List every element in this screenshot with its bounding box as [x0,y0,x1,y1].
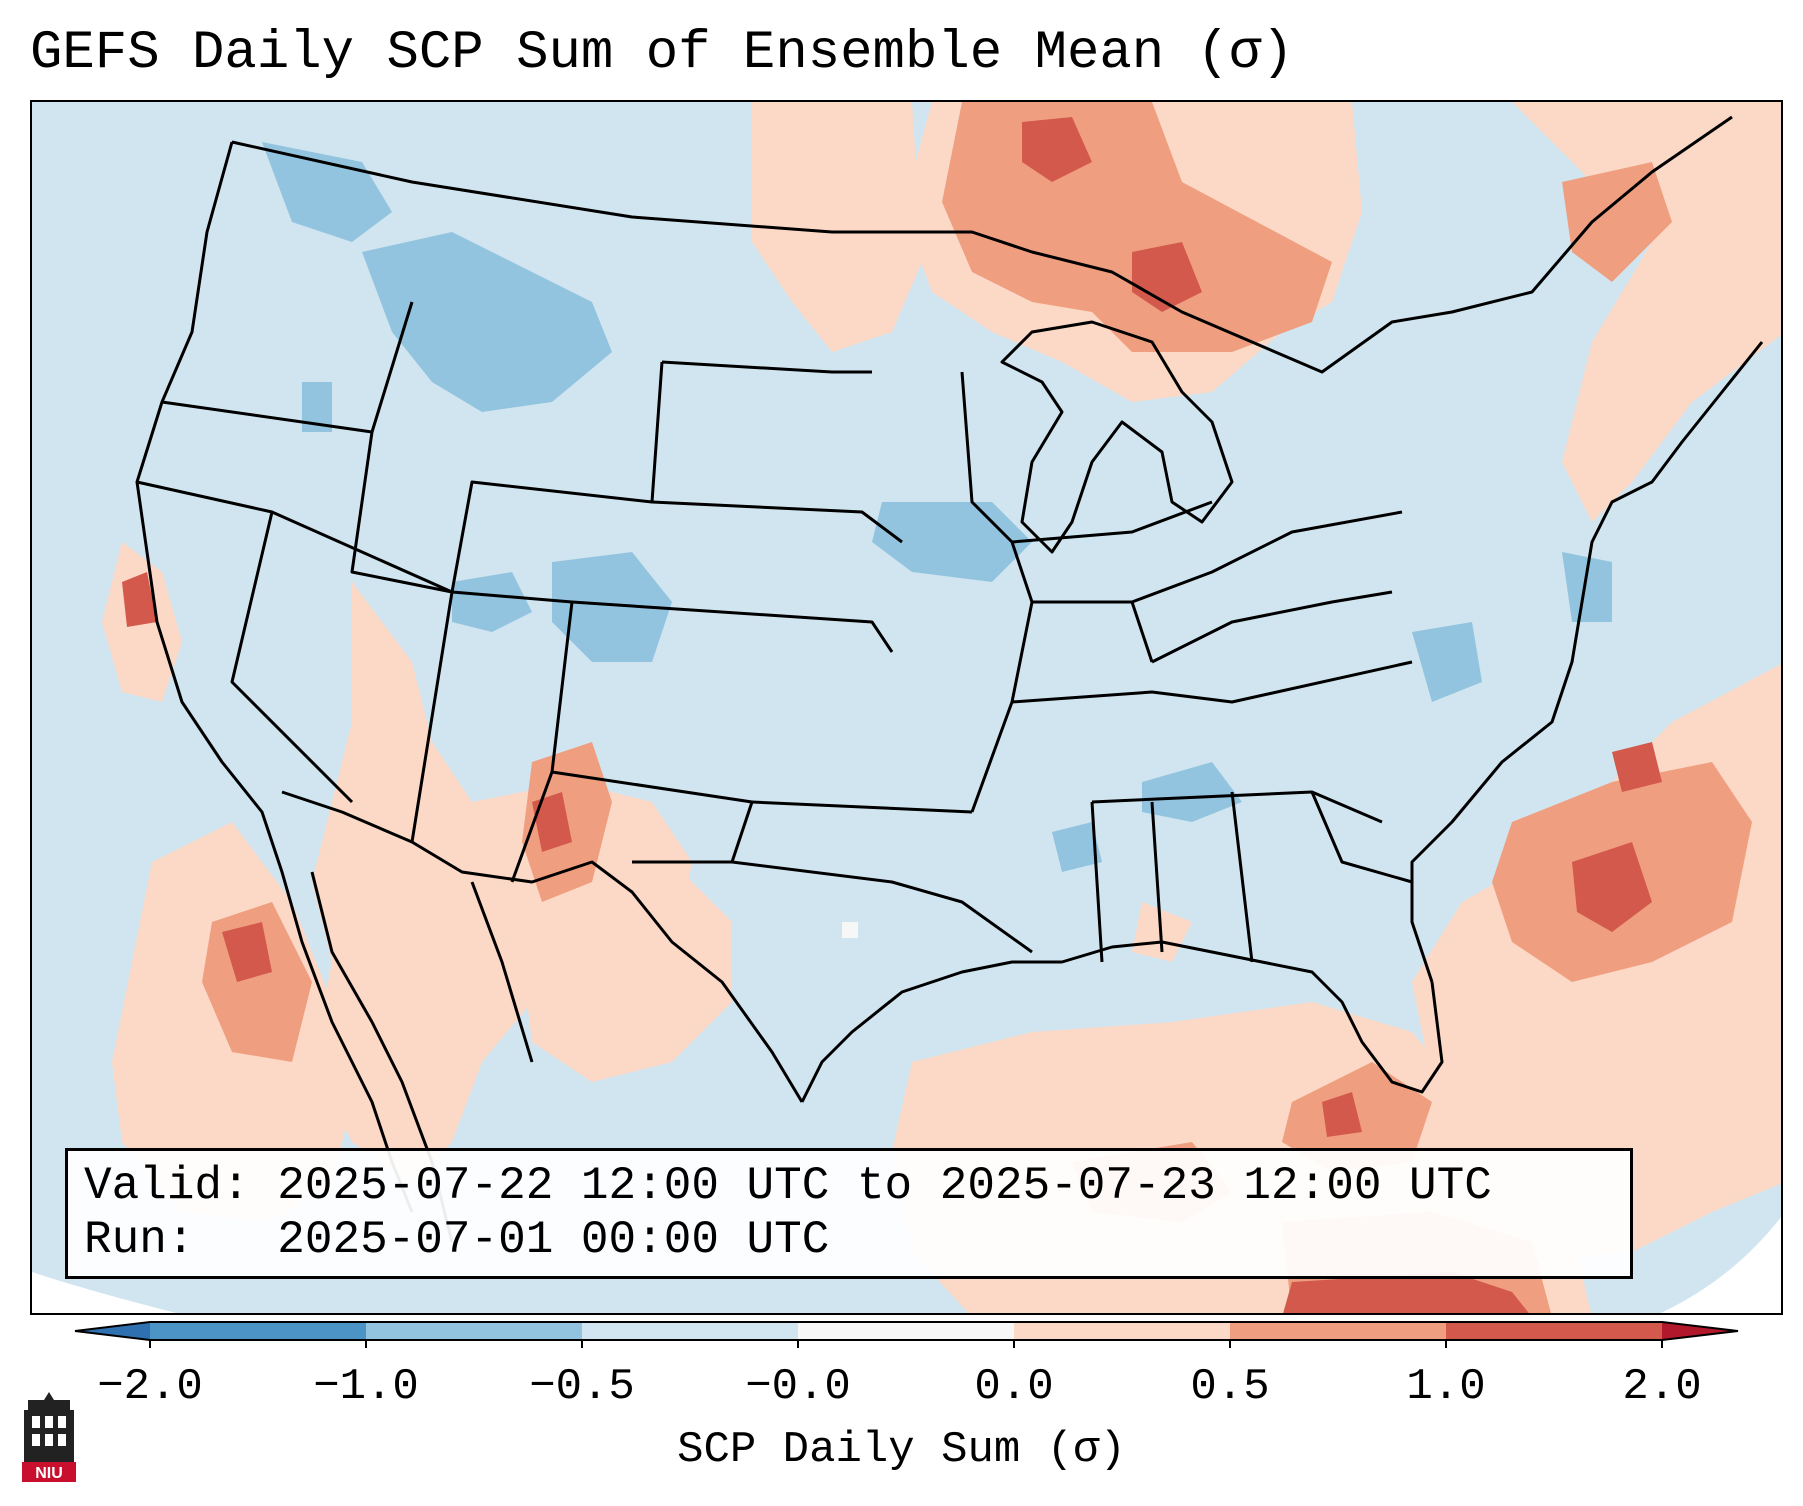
colorbar-tick-label: −1.0 [313,1362,419,1412]
figure-title: GEFS Daily SCP Sum of Ensemble Mean (σ) [30,23,1294,84]
atlantic-coast [1410,341,1764,983]
logo-text: NIU [35,1465,63,1482]
colorbar-bin-3 [582,1322,798,1340]
run-value: 2025-07-01 00:00 UTC [277,1214,830,1266]
near-zero-cell [842,922,858,938]
colorbar-tick-label: −2.0 [97,1362,203,1412]
university-tower-icon: NIU [22,1392,76,1482]
valid-run-info-box: Valid: 2025-07-22 12:00 UTC to 2025-07-2… [65,1148,1633,1279]
colorbar-bin-4 [798,1322,1014,1340]
colorbar-bin-6 [1230,1322,1446,1340]
colorbar-bin-1 [150,1322,366,1340]
positive-strong-regions [122,117,1662,1313]
gulf-coast [800,940,1444,1103]
us-canada-border [231,115,1733,374]
us-mexico-border [281,790,804,1103]
valid-value: 2025-07-22 12:00 UTC to 2025-07-23 12:00… [277,1160,1492,1212]
colorbar-bin-5 [1014,1322,1230,1340]
colorbar-over-extension [1662,1322,1738,1340]
colorbar-under-extension [75,1322,150,1340]
valid-label: Valid: [84,1160,250,1212]
scp-map [32,102,1781,1313]
negative-medium-regions [262,142,1612,872]
colorbar-tick-label: −0.5 [529,1362,635,1412]
map-panel [30,100,1783,1315]
colorbar-tick-marks [149,1340,1663,1348]
colorbar-outline [74,1321,1739,1341]
colorbar-tick-label: 0.0 [974,1362,1054,1412]
political-boundaries [135,115,1764,1243]
state-lines-south [1090,791,1413,963]
state-lines-west [136,301,754,883]
colorbar-bin-7 [1446,1322,1662,1340]
great-lakes-outline [1000,320,1234,554]
pacific-coast [135,141,414,1213]
colorbar-tick-label: 2.0 [1622,1362,1702,1412]
colorbar-tick-label: 0.5 [1190,1362,1270,1412]
colorbar-label: SCP Daily Sum (σ) [677,1425,1126,1475]
state-lines-plains [571,360,1034,954]
colorbar-tick-label: 1.0 [1406,1362,1486,1412]
colorbar-bin-2 [366,1322,582,1340]
run-label: Run: [84,1214,195,1266]
colorbar-tick-label: −0.0 [745,1362,851,1412]
